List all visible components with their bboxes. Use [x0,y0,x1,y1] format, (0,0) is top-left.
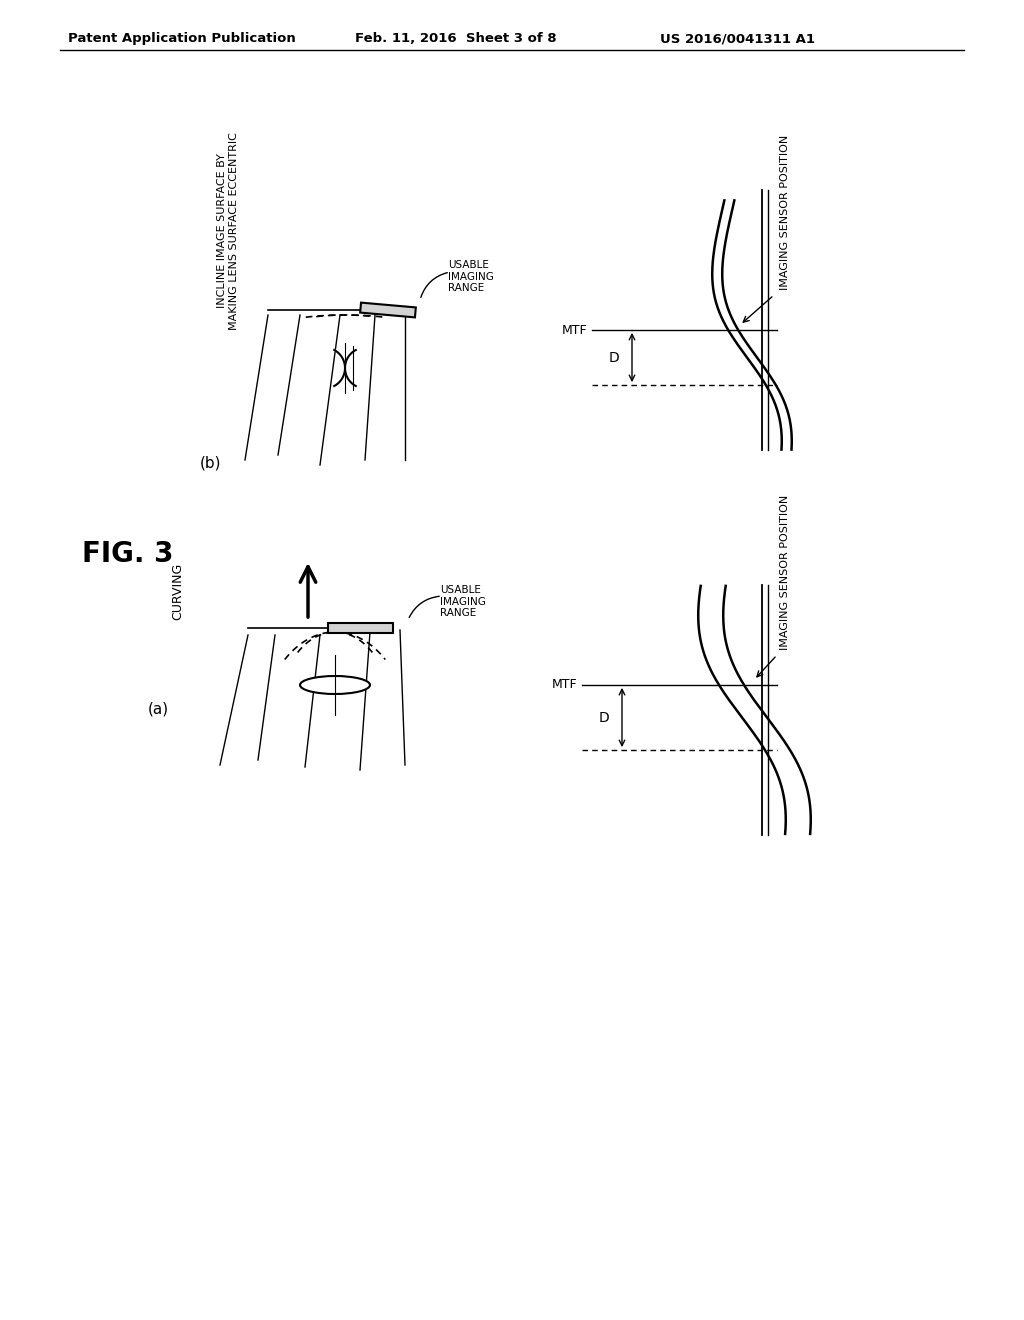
Bar [328,623,392,634]
Text: IMAGING SENSOR POSITION: IMAGING SENSOR POSITION [780,135,790,290]
Text: FIG. 3: FIG. 3 [82,540,173,568]
Text: MTF: MTF [561,323,587,337]
Text: D: D [608,351,620,364]
Text: USABLE
IMAGING
RANGE: USABLE IMAGING RANGE [449,260,494,293]
Text: (b): (b) [200,455,221,470]
Ellipse shape [300,676,370,694]
Text: US 2016/0041311 A1: US 2016/0041311 A1 [660,32,815,45]
Text: (a): (a) [148,702,169,717]
Polygon shape [360,302,416,317]
Text: IMAGING SENSOR POSITION: IMAGING SENSOR POSITION [780,495,790,649]
Text: INCLINE IMAGE SURFACE BY
MAKING LENS SURFACE ECCENTRIC: INCLINE IMAGE SURFACE BY MAKING LENS SUR… [217,132,239,330]
Text: Patent Application Publication: Patent Application Publication [68,32,296,45]
Text: Feb. 11, 2016  Sheet 3 of 8: Feb. 11, 2016 Sheet 3 of 8 [355,32,557,45]
Text: USABLE
IMAGING
RANGE: USABLE IMAGING RANGE [440,585,485,618]
Text: CURVING: CURVING [171,562,184,620]
Text: MTF: MTF [551,678,577,692]
Text: D: D [599,710,609,725]
